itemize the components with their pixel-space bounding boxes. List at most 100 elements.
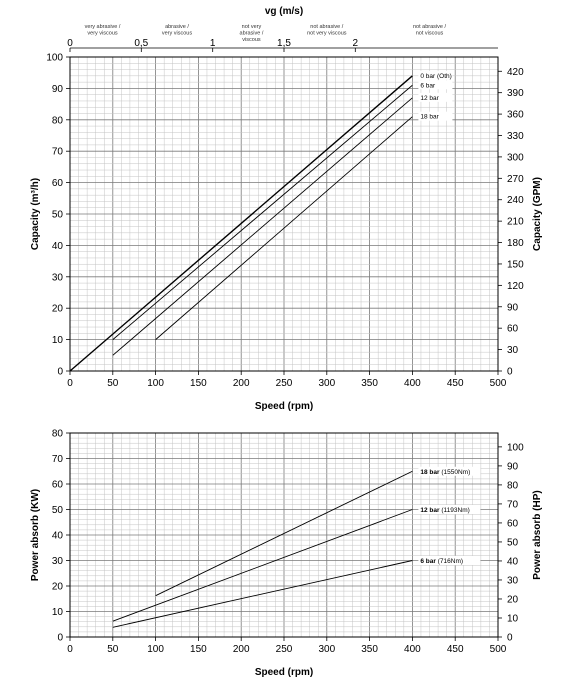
x-axis-title: Speed (rpm) — [255, 667, 313, 678]
zone-label: not very — [242, 24, 262, 30]
y-tick-label: 70 — [52, 454, 64, 465]
y-right-tick-label: 20 — [507, 594, 519, 605]
series-line-1-2 — [112, 84, 413, 340]
y-right-tick-label: 90 — [507, 461, 519, 472]
y-right-tick-label: 0 — [507, 367, 513, 378]
y-tick-label: 70 — [52, 147, 64, 158]
top-axis-title: vg (m/s) — [265, 6, 303, 17]
x-tick-label: 500 — [490, 644, 507, 655]
y-right-axis-title: Power absorb (HP) — [532, 490, 543, 579]
y-tick-label: 40 — [52, 241, 64, 252]
x-tick-label: 150 — [190, 644, 207, 655]
y-right-axis-title: Capacity (GPM) — [532, 177, 543, 251]
zone-label: very viscous — [87, 31, 118, 37]
y-tick-label: 80 — [52, 115, 64, 126]
series-label-bg — [418, 70, 453, 80]
y-right-tick-label: 90 — [507, 302, 519, 313]
y-axis-title: Capacity (m³/h) — [30, 178, 41, 250]
series-label: 6 bar — [420, 82, 436, 89]
y-tick-label: 90 — [52, 84, 64, 95]
top-tick-label: 1,5 — [277, 38, 291, 49]
x-tick-label: 250 — [276, 644, 293, 655]
y-right-tick-label: 210 — [507, 217, 524, 228]
series-label-bg — [418, 505, 481, 514]
y-tick-label: 0 — [57, 633, 63, 644]
zone-label: very viscous — [162, 31, 193, 37]
y-tick-label: 20 — [52, 304, 64, 315]
series-line-1-4 — [155, 116, 413, 340]
x-tick-label: 300 — [318, 378, 335, 389]
series-label-bg — [418, 556, 481, 565]
x-tick-label: 450 — [447, 378, 464, 389]
zone-label: not abrasive / — [413, 24, 446, 30]
y-tick-label: 60 — [52, 480, 64, 491]
y-right-tick-label: 80 — [507, 480, 519, 491]
x-tick-label: 350 — [361, 644, 378, 655]
y-right-tick-label: 270 — [507, 174, 524, 185]
top-tick-label: 0 — [67, 38, 73, 49]
series-label: 18 bar (1550Nm) — [420, 469, 470, 476]
y-right-tick-label: 150 — [507, 259, 524, 270]
x-tick-label: 150 — [190, 378, 207, 389]
zone-label: not abrasive / — [310, 24, 343, 30]
series-line-1-1 — [69, 75, 413, 372]
y-right-tick-label: 240 — [507, 195, 524, 206]
series-line-2-3 — [112, 560, 413, 628]
y-tick-label: 20 — [52, 582, 64, 593]
zone-label: abrasive / — [240, 31, 264, 37]
y-right-tick-label: 60 — [507, 518, 519, 529]
series-line-2-1 — [155, 470, 413, 597]
zone-label: very abrasive / — [85, 24, 121, 30]
y-right-tick-label: 330 — [507, 131, 524, 142]
series-label: 6 bar (716Nm) — [420, 558, 463, 565]
series-label-bg — [418, 111, 453, 121]
x-tick-label: 100 — [147, 378, 164, 389]
x-axis-title: Speed (rpm) — [255, 401, 313, 412]
y-tick-label: 10 — [52, 607, 64, 618]
y-right-tick-label: 420 — [507, 67, 524, 78]
y-right-tick-label: 120 — [507, 281, 524, 292]
series-label-bg — [418, 80, 453, 90]
x-tick-label: 0 — [67, 644, 73, 655]
y-right-tick-label: 50 — [507, 537, 519, 548]
series-label-bg — [418, 466, 481, 476]
y-right-tick-label: 30 — [507, 575, 519, 586]
y-tick-label: 0 — [57, 367, 63, 378]
y-tick-label: 10 — [52, 335, 64, 346]
series-label: 12 bar — [420, 95, 439, 102]
x-tick-label: 50 — [107, 378, 119, 389]
x-tick-label: 200 — [233, 644, 250, 655]
top-tick-label: 1 — [210, 38, 216, 49]
y-tick-label: 30 — [52, 556, 64, 567]
y-right-tick-label: 180 — [507, 238, 524, 249]
y-right-tick-label: 40 — [507, 556, 519, 567]
y-tick-label: 30 — [52, 272, 64, 283]
series-label: 0 bar (Oth) — [420, 73, 451, 80]
y-right-tick-label: 70 — [507, 499, 519, 510]
x-tick-label: 0 — [67, 378, 73, 389]
series-label: 12 bar (1193Nm) — [420, 507, 469, 514]
zone-label: not viscous — [416, 31, 444, 37]
y-right-tick-label: 0 — [507, 633, 513, 644]
x-tick-label: 250 — [276, 378, 293, 389]
y-right-tick-label: 390 — [507, 88, 524, 99]
y-tick-label: 80 — [52, 429, 64, 440]
x-tick-label: 400 — [404, 378, 421, 389]
series-label-bg — [418, 92, 453, 102]
top-tick-label: 2 — [353, 38, 359, 49]
y-right-tick-label: 30 — [507, 345, 519, 356]
x-tick-label: 200 — [233, 378, 250, 389]
y-right-tick-label: 10 — [507, 613, 519, 624]
y-tick-label: 50 — [52, 210, 64, 221]
zone-label: not very viscous — [307, 31, 347, 37]
series-line-1-3 — [112, 97, 413, 356]
y-right-tick-label: 60 — [507, 324, 519, 335]
x-tick-label: 50 — [107, 644, 119, 655]
y-tick-label: 100 — [46, 53, 63, 64]
x-tick-label: 500 — [490, 378, 507, 389]
x-tick-label: 450 — [447, 644, 464, 655]
x-tick-label: 100 — [147, 644, 164, 655]
x-tick-label: 350 — [361, 378, 378, 389]
top-tick-label: 0,5 — [134, 38, 148, 49]
